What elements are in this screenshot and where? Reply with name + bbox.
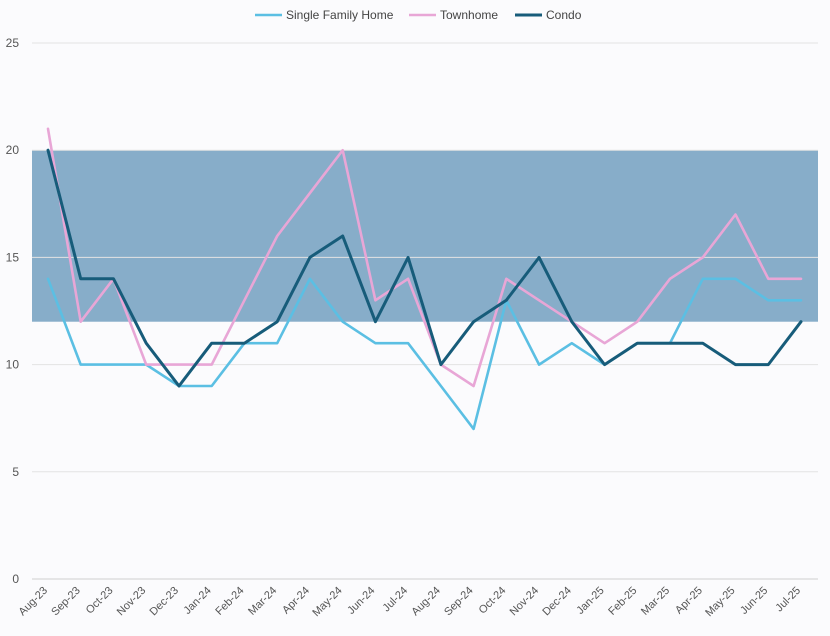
legend-label: Townhome [440, 8, 498, 22]
x-tick-label: Mar-25 [639, 585, 672, 618]
x-tick-label: Jan-24 [182, 585, 214, 617]
x-tick-label: Aug-23 [17, 585, 51, 619]
x-tick-label: Sep-24 [442, 585, 476, 619]
x-tick-label: Apr-25 [673, 585, 705, 617]
x-tick-label: Feb-24 [213, 585, 246, 618]
x-tick-label: Mar-24 [246, 585, 279, 618]
x-tick-label: Dec-23 [148, 585, 182, 619]
x-tick-label: Oct-24 [477, 585, 509, 617]
legend-label: Single Family Home [286, 8, 394, 22]
x-tick-label: Jan-25 [574, 585, 606, 617]
y-tick-label: 5 [12, 465, 19, 479]
x-tick-label: Aug-24 [409, 585, 443, 619]
series-line-townhome [46, 127, 803, 388]
x-tick-label: Nov-23 [115, 585, 149, 619]
y-tick-label: 10 [6, 358, 20, 372]
x-tick-label: Jul-24 [381, 585, 411, 615]
y-tick-label: 20 [6, 143, 20, 157]
x-tick-label: Apr-24 [280, 585, 312, 617]
series-line-single-family-home [46, 277, 803, 431]
x-tick-label: Dec-24 [540, 585, 574, 619]
x-tick-label: Jun-25 [738, 585, 770, 617]
x-tick-label: May-24 [310, 585, 344, 619]
y-tick-label: 15 [6, 250, 20, 264]
series-line-condo [46, 148, 803, 388]
x-tick-label: Sep-23 [49, 585, 83, 619]
x-tick-label: Nov-24 [508, 585, 542, 619]
x-tick-label: Jun-24 [345, 585, 377, 617]
legend-label: Condo [546, 8, 582, 22]
target-band [32, 150, 818, 322]
x-tick-label: May-25 [703, 585, 737, 619]
x-tick-label: Feb-25 [606, 585, 639, 618]
x-tick-label: Oct-23 [84, 585, 116, 617]
y-tick-label: 25 [6, 36, 20, 50]
x-tick-label: Jul-25 [773, 585, 803, 615]
y-tick-label: 0 [12, 572, 19, 586]
